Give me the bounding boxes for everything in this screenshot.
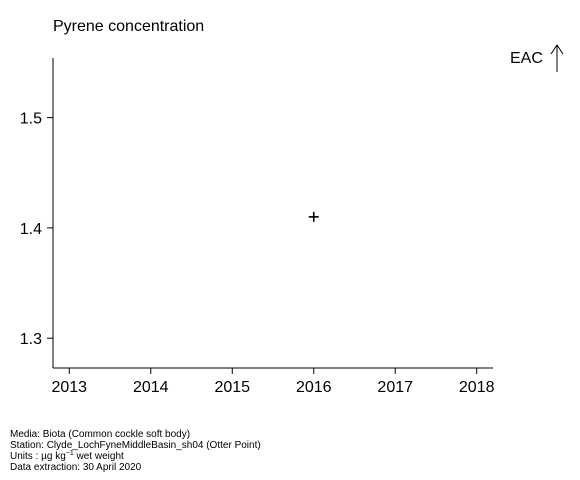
x-tick-label: 2014 xyxy=(133,379,169,396)
eac-label: EAC xyxy=(510,50,543,67)
footer-units-suffix: wet weight xyxy=(73,451,124,462)
axes xyxy=(52,58,493,369)
footer-station: Station: Clyde_LochFyneMiddleBasin_sh04 … xyxy=(10,440,261,451)
chart-title: Pyrene concentration xyxy=(53,18,205,35)
x-tick-label: 2018 xyxy=(459,379,495,396)
data-points xyxy=(308,211,319,222)
x-tick-label: 2017 xyxy=(377,379,413,396)
chart-footer: Media: Biota (Common cockle soft body) S… xyxy=(10,429,261,473)
footer-units-prefix: Units : µg kg xyxy=(10,451,66,462)
data-point xyxy=(308,211,319,222)
ticks: 2013 2014 2015 2016 2017 2018 1.3 1.4 1.5 xyxy=(20,111,495,396)
x-tick-label: 2015 xyxy=(214,379,250,396)
footer-media: Media: Biota (Common cockle soft body) xyxy=(10,429,191,440)
footer-extraction: Data extraction: 30 April 2020 xyxy=(10,462,142,473)
x-tick-label: 2016 xyxy=(296,379,332,396)
footer-units: Units : µg kg−1 wet weight xyxy=(10,450,261,462)
y-tick-label: 1.4 xyxy=(20,221,42,238)
x-tick-label: 2013 xyxy=(51,379,87,396)
y-tick-label: 1.3 xyxy=(20,331,42,348)
footer-units-exponent: −1 xyxy=(65,450,74,457)
eac-arrow-icon xyxy=(550,44,564,72)
y-tick-label: 1.5 xyxy=(20,111,42,128)
